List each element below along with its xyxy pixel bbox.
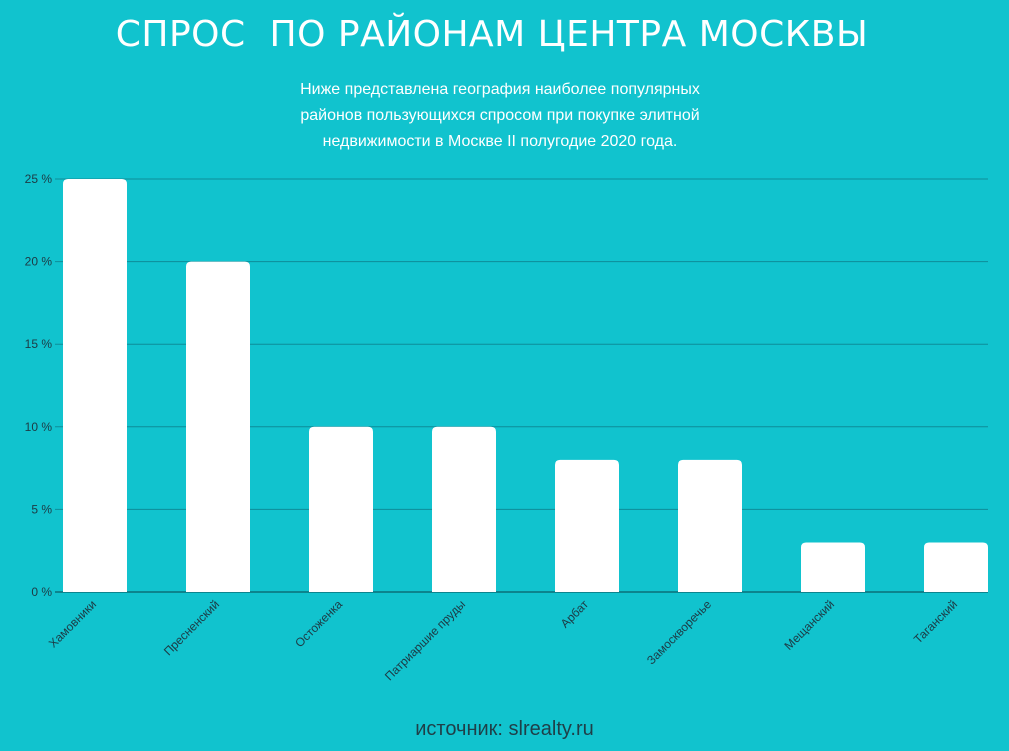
bar-7	[801, 542, 865, 592]
bar-2	[186, 261, 250, 592]
x-tick-label: Пресненский	[161, 597, 222, 658]
y-tick-label: 15 %	[25, 337, 53, 351]
bar-6	[678, 459, 742, 592]
source-note: источник: slrealty.ru	[415, 718, 594, 740]
y-tick-label: 20 %	[25, 255, 53, 269]
x-tick-label: Хамовники	[46, 597, 99, 650]
x-tick-label: Остоженка	[292, 597, 345, 650]
chart-subtitle: Ниже представлена география наиболее поп…	[300, 81, 700, 150]
bar-8	[924, 542, 988, 592]
y-axis-ticks: 0 % 5 % 10 % 15 % 20 % 25 %	[25, 172, 53, 599]
chart-title: СПРОС ПО РАЙОНАМ ЦЕНТРА МОСКВЫ	[115, 14, 869, 55]
x-tick-label: Патриаршие пруды	[382, 597, 468, 683]
bar-3	[309, 426, 373, 592]
bar-5	[555, 459, 619, 592]
x-tick-label: Арбат	[558, 597, 592, 631]
bar-4	[432, 426, 496, 592]
bars	[63, 179, 988, 592]
y-tick-label: 0 %	[31, 585, 52, 599]
y-tick-label: 5 %	[31, 502, 52, 516]
y-tick-label: 25 %	[25, 172, 53, 186]
bar-1	[63, 179, 127, 592]
x-axis-labels: Хамовники Пресненский Остоженка Патриаршие …	[46, 597, 960, 684]
x-tick-label: Мещанский	[782, 597, 838, 653]
x-tick-label: Таганский	[911, 597, 960, 646]
x-tick-label: Замоскворечье	[644, 597, 714, 667]
y-tick-label: 10 %	[25, 420, 53, 434]
